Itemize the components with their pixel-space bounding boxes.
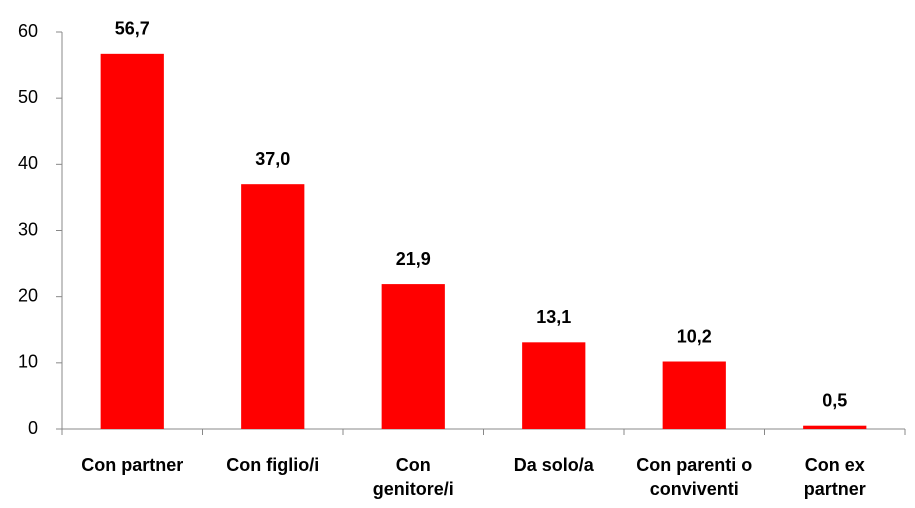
bar <box>662 361 726 429</box>
value-label: 13,1 <box>536 307 571 327</box>
x-tick-label: Con genitore/i <box>372 455 454 499</box>
y-tick-label: 50 <box>18 87 38 107</box>
y-tick-label: 0 <box>28 418 38 438</box>
value-label: 10,2 <box>677 326 712 346</box>
bar <box>241 184 305 429</box>
bar <box>100 53 164 430</box>
value-label: 0,5 <box>822 390 847 410</box>
y-tick-label: 20 <box>18 285 38 305</box>
x-tick-label: Con ex partner <box>803 455 866 499</box>
value-label: 21,9 <box>396 249 431 269</box>
bar <box>381 284 445 429</box>
x-tick-label: Con figlio/i <box>226 455 320 475</box>
y-tick-label: 10 <box>18 352 38 372</box>
y-tick-label: 60 <box>18 21 38 41</box>
x-tick-label: Con parenti o conviventi <box>636 455 753 499</box>
y-tick-label: 30 <box>18 219 38 239</box>
x-tick-label: Con partner <box>81 455 184 475</box>
bar <box>522 342 586 429</box>
bar <box>803 425 867 429</box>
value-label: 56,7 <box>115 19 150 39</box>
y-tick-label: 40 <box>18 153 38 173</box>
x-tick-label: Da solo/a <box>513 455 594 475</box>
value-label: 37,0 <box>255 149 290 169</box>
